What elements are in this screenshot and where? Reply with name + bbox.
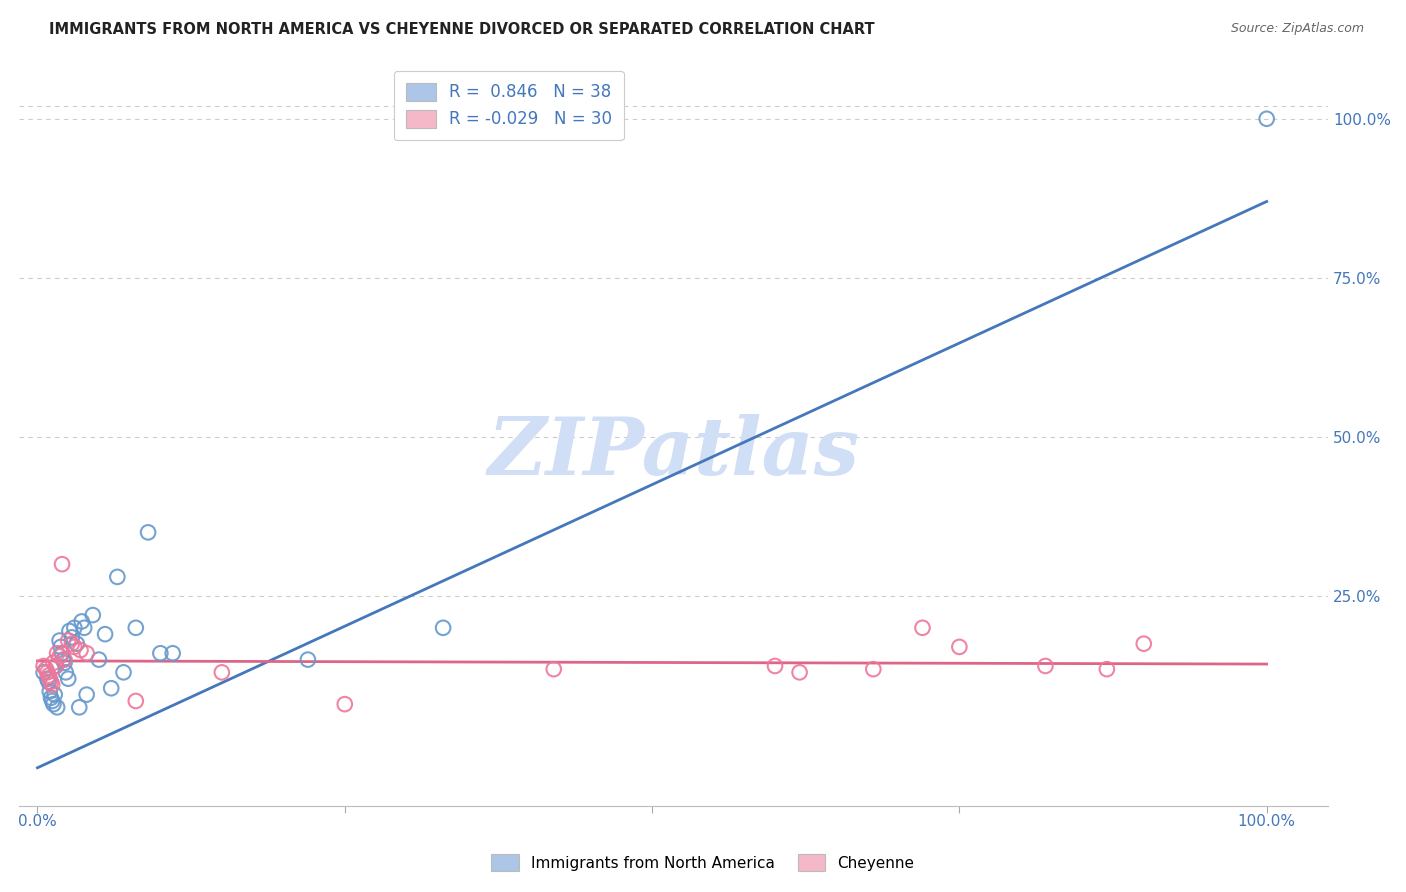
Text: Source: ZipAtlas.com: Source: ZipAtlas.com [1230,22,1364,36]
Point [38,668,60,682]
Text: ZIPatlas: ZIPatlas [488,414,859,491]
Point [53,656,76,670]
Point [1095,662,1118,676]
Point [55,665,77,680]
Point [67,700,90,714]
Point [53,652,76,666]
Point [76,646,98,660]
Point [42,656,65,670]
Point [149,646,172,660]
Point [1256,112,1278,126]
Point [42,697,65,711]
Point [76,688,98,702]
Point [38,684,60,698]
Legend: R =  0.846   N = 38, R = -0.029   N = 30: R = 0.846 N = 38, R = -0.029 N = 30 [394,71,624,140]
Point [100,681,122,696]
Point [39,690,62,705]
Point [37,665,59,680]
Point [60,631,83,645]
Point [48,633,70,648]
Point [32,659,55,673]
Point [948,640,970,654]
Point [862,662,884,676]
Point [66,637,89,651]
Point [69,643,91,657]
Point [432,621,454,635]
Text: IMMIGRANTS FROM NORTH AMERICA VS CHEYENNE DIVORCED OR SEPARATED CORRELATION CHAR: IMMIGRANTS FROM NORTH AMERICA VS CHEYENN… [49,22,875,37]
Point [49,640,72,654]
Point [60,637,83,651]
Point [297,652,319,666]
Point [70,615,93,629]
Point [162,646,184,660]
Point [333,697,356,711]
Point [51,646,73,660]
Point [1035,659,1057,673]
Point [136,525,159,540]
Text: 0.0%: 0.0% [18,814,56,829]
Point [32,665,55,680]
Point [41,678,63,692]
Text: 100.0%: 100.0% [1237,814,1296,829]
Point [58,672,80,686]
Point [543,662,565,676]
Point [39,674,62,689]
Point [41,694,63,708]
Point [44,688,66,702]
Point [63,640,86,654]
Point [87,652,110,666]
Point [82,608,104,623]
Point [58,624,80,638]
Point [38,672,60,686]
Point [94,627,117,641]
Point [105,570,128,584]
Legend: Immigrants from North America, Cheyenne: Immigrants from North America, Cheyenne [482,845,924,880]
Point [112,665,135,680]
Point [1132,637,1154,651]
Point [38,674,60,689]
Point [58,633,80,648]
Point [45,659,67,673]
Point [63,621,86,635]
Point [911,621,934,635]
Point [35,662,58,676]
Point [789,665,811,680]
Point [46,700,69,714]
Point [45,659,67,673]
Point [51,557,73,571]
Point [48,649,70,664]
Point [52,652,75,666]
Point [73,621,96,635]
Point [125,621,148,635]
Point [763,659,786,673]
Point [46,646,69,660]
Point [125,694,148,708]
Point [37,672,59,686]
Point [211,665,233,680]
